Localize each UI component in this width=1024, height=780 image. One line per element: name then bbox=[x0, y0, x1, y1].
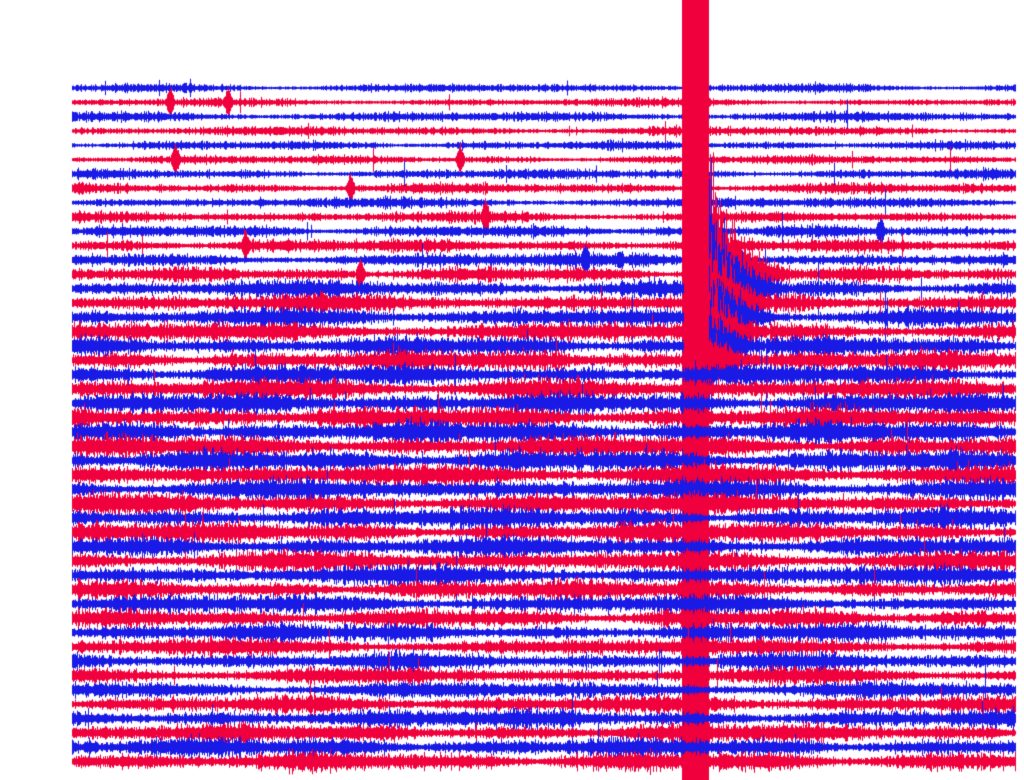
helicorder-plot bbox=[0, 0, 1024, 780]
seismic-trace-canvas bbox=[0, 0, 1024, 780]
seismogram-page: HL Gavdhos Applied filter: WWSSN-SP 2013… bbox=[0, 0, 1024, 780]
